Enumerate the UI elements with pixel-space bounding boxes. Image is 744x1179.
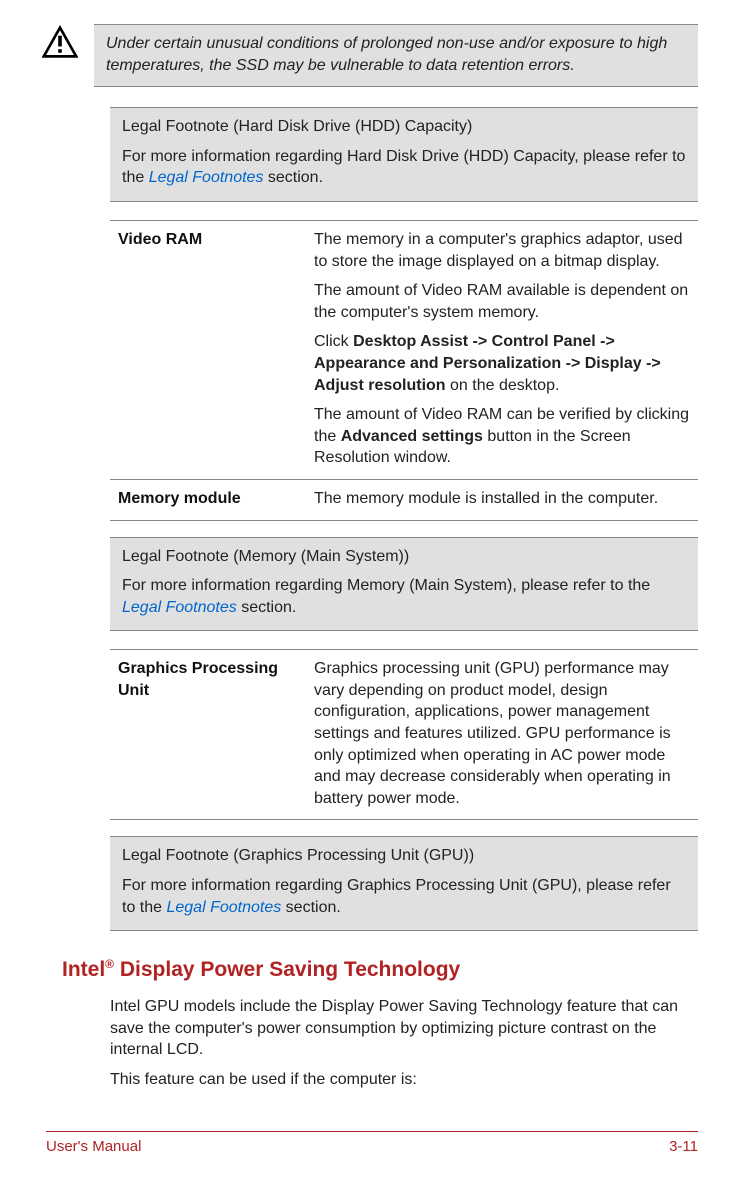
intel-dpst-p1: Intel GPU models include the Display Pow… <box>110 996 698 1061</box>
footnote-text-after: section. <box>263 169 323 186</box>
footnote-body: For more information regarding Hard Disk… <box>122 146 686 189</box>
footnote-text-after: section. <box>237 599 297 616</box>
legal-footnote-gpu: Legal Footnote (Graphics Processing Unit… <box>110 836 698 931</box>
warning-text: Under certain unusual conditions of prol… <box>106 33 686 76</box>
heading-rest: Display Power Saving Technology <box>114 958 460 981</box>
video-ram-p2: The amount of Video RAM available is dep… <box>314 280 690 323</box>
desc-memory-module: The memory module is installed in the co… <box>314 488 690 510</box>
footnote-title: Legal Footnote (Hard Disk Drive (HDD) Ca… <box>122 116 686 138</box>
page-footer: User's Manual 3-11 <box>46 1131 698 1155</box>
heading-registered-mark: ® <box>105 957 114 971</box>
legal-footnote-memory: Legal Footnote (Memory (Main System)) Fo… <box>110 537 698 632</box>
footnote-body: For more information regarding Graphics … <box>122 875 686 918</box>
desc-video-ram: The memory in a computer's graphics adap… <box>314 229 690 469</box>
table-row: Memory module The memory module is insta… <box>110 480 698 521</box>
legal-footnotes-link[interactable]: Legal Footnotes <box>122 599 237 616</box>
spec-table-2: Graphics Processing Unit Graphics proces… <box>110 649 698 820</box>
term-video-ram: Video RAM <box>118 229 298 469</box>
footnote-title: Legal Footnote (Memory (Main System)) <box>122 546 686 568</box>
term-memory-module: Memory module <box>118 488 298 510</box>
p3-before: Click <box>314 333 353 350</box>
footnote-body: For more information regarding Memory (M… <box>122 575 686 618</box>
footer-left: User's Manual <box>46 1138 141 1155</box>
footer-page-number: 3-11 <box>669 1138 698 1155</box>
footnote-title: Legal Footnote (Graphics Processing Unit… <box>122 845 686 867</box>
p4-bold: Advanced settings <box>341 428 483 445</box>
table-row: Graphics Processing Unit Graphics proces… <box>110 650 698 820</box>
video-ram-p4: The amount of Video RAM can be verified … <box>314 404 690 469</box>
spec-table-1: Video RAM The memory in a computer's gra… <box>110 220 698 521</box>
heading-prefix: Intel <box>62 958 105 981</box>
desc-gpu: Graphics processing unit (GPU) performan… <box>314 658 690 809</box>
legal-footnote-hdd: Legal Footnote (Hard Disk Drive (HDD) Ca… <box>110 107 698 202</box>
legal-footnotes-link[interactable]: Legal Footnotes <box>149 169 264 186</box>
warning-triangle-icon <box>42 24 78 60</box>
legal-footnotes-link[interactable]: Legal Footnotes <box>166 899 281 916</box>
warning-callout: Under certain unusual conditions of prol… <box>46 24 698 87</box>
p3-after: on the desktop. <box>446 377 560 394</box>
intel-dpst-p2: This feature can be used if the computer… <box>110 1069 698 1091</box>
footnote-text-before: For more information regarding Memory (M… <box>122 577 650 594</box>
table-row: Video RAM The memory in a computer's gra… <box>110 221 698 480</box>
section-heading-intel-dpst: Intel® Display Power Saving Technology <box>62 957 698 982</box>
footnote-text-after: section. <box>281 899 341 916</box>
term-gpu: Graphics Processing Unit <box>118 658 298 809</box>
video-ram-p3: Click Desktop Assist -> Control Panel ->… <box>314 331 690 396</box>
video-ram-p1: The memory in a computer's graphics adap… <box>314 229 690 272</box>
warning-text-box: Under certain unusual conditions of prol… <box>94 24 698 87</box>
